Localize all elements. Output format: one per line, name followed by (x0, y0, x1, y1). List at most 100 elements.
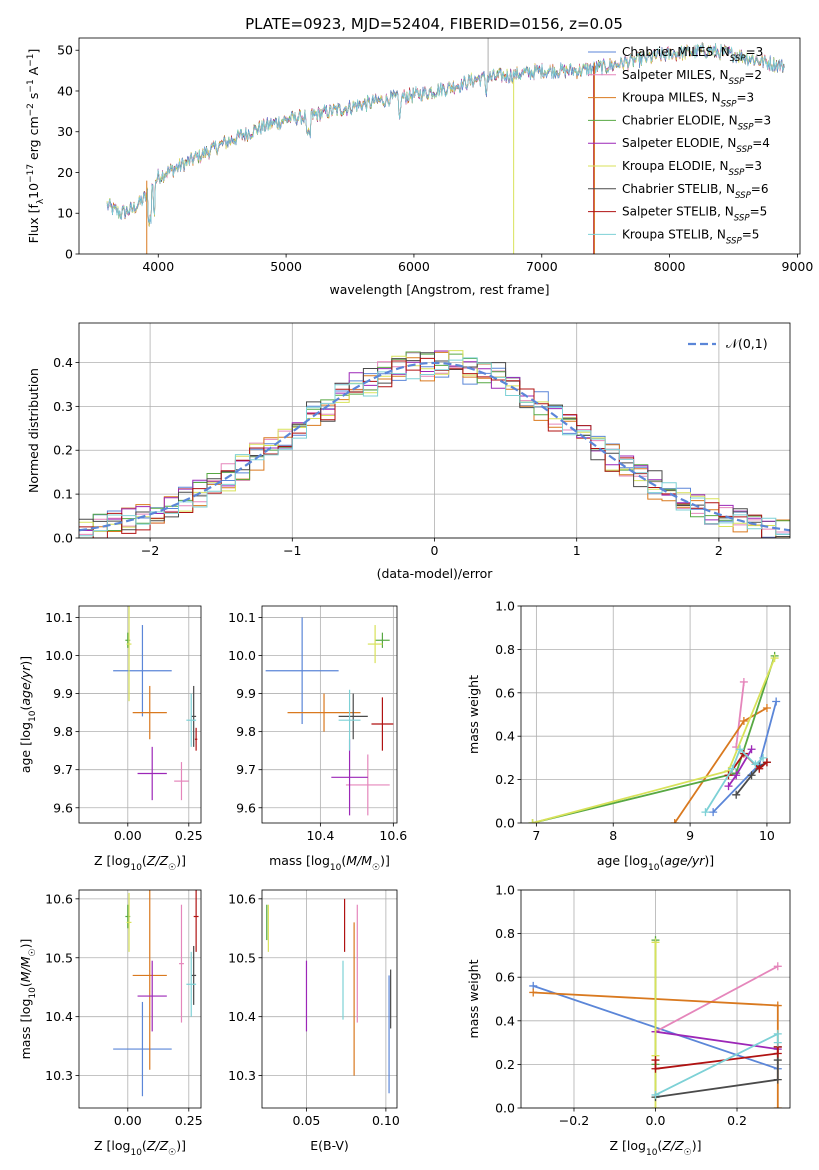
y-tick-label: 0.0 (53, 531, 73, 546)
axes-frame (78, 605, 202, 824)
weight-marker (528, 819, 537, 823)
x-axis-label: Z [log10(Z/Z☉)] (610, 1138, 702, 1158)
x-tick-label: 10.4 (306, 828, 334, 843)
weight-marker (732, 771, 741, 780)
y-tick-label: 10.0 (228, 648, 256, 663)
x-axis-label: wavelength [Angstrom, rest frame] (329, 282, 549, 297)
y-axis-label: mass [log10(M/M☉)] (18, 939, 38, 1060)
weight-marker (651, 1104, 660, 1108)
weight-series-line (735, 681, 745, 748)
legend-label: Kroupa MILES, NSSP=3 (622, 91, 754, 110)
y-tick-label: 10.5 (45, 950, 73, 965)
weight-marker (770, 654, 779, 663)
x-tick-label: 0.2 (727, 1113, 747, 1128)
y-tick-label: 9.9 (236, 686, 256, 701)
y-tick-label: 0.1 (53, 487, 73, 502)
legend-label: Chabrier STELIB, NSSP=6 (622, 182, 769, 201)
mass-vs-z-panel: 0.00 0.25 10.3 10.4 10.5 10.6 Z [log10(Z/Z☉)] m… (18, 889, 203, 1158)
y-tick-label: 0.4 (495, 1013, 515, 1028)
age-vs-z-panel: 0.00 0.25 9.6 9.7 9.8 9.9 10.0 10.1 Z [log10(Z/Z… (18, 605, 203, 873)
y-tick-label: 20 (57, 165, 73, 180)
weight-marker (529, 988, 538, 997)
x-tick-label: −2 (141, 543, 159, 558)
figure-title: PLATE=0923, MJD=52404, FIBERID=0156, z=0… (245, 15, 623, 33)
weight-marker (739, 677, 748, 686)
weight-marker (651, 1090, 660, 1099)
axes: 0.00 0.25 10.3 10.4 10.5 10.6 Z [log10(Z/Z☉)] m… (18, 889, 203, 1158)
weight-marker (724, 782, 733, 791)
y-tick-label: 10.1 (228, 610, 256, 625)
y-tick-label: 1.0 (495, 599, 515, 614)
y-tick-label: 0 (65, 247, 73, 262)
mass-vs-ebv-panel: 0.05 0.10 10.3 10.4 10.5 10.6 E(B-V) (228, 889, 400, 1153)
y-tick-label: 10.0 (45, 648, 73, 663)
x-tick-label: 9000 (782, 259, 814, 274)
spectrum-panel: 4000 5000 6000 7000 8000 9000 0 10 20 30 40 50 wavel… (26, 37, 814, 297)
legend-label: Chabrier ELODIE, NSSP=3 (622, 113, 771, 132)
y-axis-label: age [log10(age/yr)] (18, 656, 38, 773)
x-tick-label: −1 (283, 543, 301, 558)
y-axis-label: mass weight (466, 959, 481, 1038)
y-tick-label: 0.4 (495, 729, 515, 744)
weight-series-line (532, 657, 776, 823)
weight-marker (755, 764, 764, 773)
legend-label: Kroupa ELODIE, NSSP=3 (622, 159, 762, 178)
weight-marker (762, 703, 771, 712)
histogram-series (79, 352, 790, 538)
plot-area (106, 38, 785, 254)
axes-frame (520, 605, 791, 824)
y-tick-label: 0.0 (495, 1101, 515, 1116)
y-axis-label: Normed distribution (26, 368, 41, 493)
weight-series-line (655, 1030, 778, 1050)
x-tick-label: 7000 (526, 259, 558, 274)
y-tick-label: 0.4 (53, 355, 73, 370)
plot-area (528, 651, 781, 823)
y-axis-label: Flux [fλ10−17 erg cm−2 s−1 A−1] (26, 49, 46, 244)
axes: 0.00 0.25 9.6 9.7 9.8 9.9 10.0 10.1 Z [log10(Z/Z… (18, 605, 203, 873)
weight-marker (747, 771, 756, 780)
y-tick-label: 10.5 (228, 950, 256, 965)
plot-area (113, 606, 198, 801)
y-tick-label: 9.9 (53, 686, 73, 701)
y-tick-label: 9.7 (53, 762, 73, 777)
x-axis-label: age [log10(age/yr)] (597, 853, 714, 873)
legend-label: Salpeter MILES, NSSP=2 (622, 68, 762, 87)
x-tick-label: 0 (431, 543, 439, 558)
weight-marker (773, 1038, 782, 1047)
x-tick-label: 4000 (142, 259, 174, 274)
y-tick-label: 0.2 (495, 772, 515, 787)
x-tick-label: 0.00 (114, 1113, 142, 1128)
y-tick-label: 50 (57, 43, 73, 58)
plot-area (529, 936, 782, 1108)
y-tick-label: 10.3 (45, 1068, 73, 1083)
y-tick-label: 10.6 (228, 891, 256, 906)
weight-series-line (673, 707, 768, 823)
legend-label: Salpeter STELIB, NSSP=5 (622, 205, 767, 224)
weight-marker (772, 697, 781, 706)
axes-frame (261, 605, 398, 824)
axes: 10.4 10.6 9.6 9.7 9.8 9.9 10.0 10.1 mass [log10(… (228, 605, 407, 873)
weight-marker (773, 962, 782, 971)
weight-marker (728, 764, 737, 773)
weight-marker (773, 1029, 782, 1038)
axes: 0.05 0.10 10.3 10.4 10.5 10.6 E(B-V) (228, 889, 400, 1153)
weight-marker (751, 760, 760, 769)
x-tick-label: −0.2 (559, 1113, 589, 1128)
y-tick-label: 0.8 (495, 642, 515, 657)
x-tick-label: 1 (573, 543, 581, 558)
x-axis-label: mass [log10(M/M☉)] (269, 853, 390, 873)
y-tick-label: 0.2 (53, 443, 73, 458)
mass-weight-vs-z-panel: −0.2 0.0 0.2 0.0 0.2 0.4 0.6 0.8 1.0 Z [log10(Z/Z… (466, 883, 791, 1158)
y-tick-label: 10.4 (45, 1009, 73, 1024)
gaussian-curve (79, 361, 790, 532)
plot-area (265, 617, 394, 816)
y-tick-label: 10 (57, 206, 73, 221)
x-tick-label: 8000 (654, 259, 686, 274)
weight-marker (651, 1056, 660, 1065)
x-axis-label: (data-model)/error (377, 566, 494, 581)
y-tick-label: 0.0 (495, 816, 515, 831)
axes: 7 8 9 10 0.0 0.2 0.4 0.6 0.8 1.0 age [log10(age/yr… (466, 599, 791, 873)
weight-marker (759, 753, 768, 762)
weight-marker (773, 1001, 782, 1010)
